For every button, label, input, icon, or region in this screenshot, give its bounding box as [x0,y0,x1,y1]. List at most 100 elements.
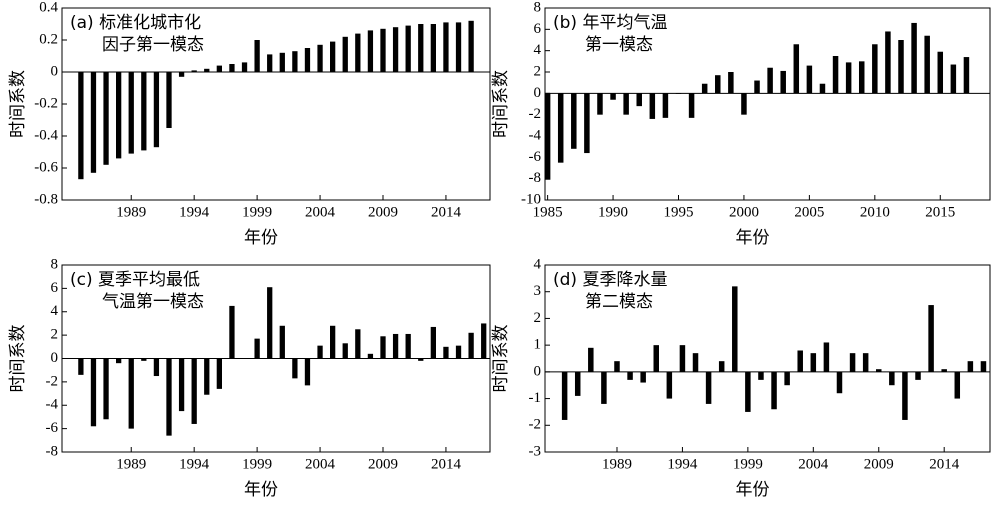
bar [849,353,856,372]
y-tick-label: -8 [46,443,59,459]
x-tick-label: 2004 [798,456,829,472]
bar [481,323,487,359]
bar [418,358,424,361]
bar [653,345,659,372]
x-tick-label: 1989 [602,456,632,472]
bar [885,31,891,94]
y-axis-label: 时间系数 [491,325,511,393]
y-tick-label: 0 [534,363,542,379]
bar [468,332,474,359]
bar [103,72,109,165]
bar [675,93,682,94]
y-tick-label: -8 [529,170,542,186]
bar [418,24,424,72]
bar [254,338,260,359]
bar [204,68,210,72]
bar [229,64,235,72]
bar [90,72,97,173]
y-tick-label: 0 [51,63,59,79]
bar [405,333,411,359]
bar [636,93,642,107]
y-tick-label: 4 [534,42,542,58]
y-tick-label: -2 [529,106,542,122]
bar [455,345,462,359]
bar [614,361,620,372]
bar [355,33,361,72]
x-axis-label: 年份 [736,480,770,500]
bar [967,361,974,372]
bar [178,72,185,77]
bar [889,371,895,386]
bar [745,371,751,412]
x-tick-label: 1994 [179,204,210,220]
bar [597,93,603,115]
bar [166,72,172,128]
bar [950,64,957,94]
bar [872,44,878,94]
bar [767,67,773,94]
bar [640,371,646,383]
bar [544,93,551,180]
bar [845,62,852,94]
bar [797,350,803,372]
x-tick-label: 1989 [116,456,146,472]
bar [574,371,581,396]
bar [116,72,122,159]
bar [823,342,830,372]
bar [732,286,738,372]
bar [317,44,323,72]
bar [443,22,449,72]
x-tick-label: 2014 [929,456,960,472]
bar [557,93,564,163]
bar [584,93,590,154]
bar [758,371,764,380]
bar [330,325,336,359]
bar [392,333,399,359]
bar [405,25,411,73]
bar [627,371,633,380]
bar [153,358,160,377]
bar [937,51,944,94]
bar [718,361,725,372]
bar [103,358,109,420]
bar [380,28,386,72]
bar [141,72,147,151]
bar [267,54,273,72]
x-tick-label: 2010 [860,204,890,220]
x-tick-label: 1994 [667,456,698,472]
bar [806,65,813,94]
bar [128,72,134,154]
y-axis-label: 时间系数 [491,70,511,138]
bar [292,358,298,379]
bar [876,369,882,372]
y-tick-label: 3 [534,283,542,299]
x-tick-label: 1999 [242,456,272,472]
panel-title: 第一模态 [585,35,653,55]
x-tick-label: 1994 [179,456,210,472]
x-tick-label: 2009 [368,204,398,220]
bar [430,24,436,72]
bar [679,345,686,372]
y-tick-label: -2 [46,373,59,389]
bar [267,287,273,359]
x-tick-label: 1999 [733,456,763,472]
bar [771,371,777,410]
bar [728,72,734,94]
bar [392,27,399,72]
bar [810,353,817,372]
bar [317,345,323,359]
plot-frame [544,264,991,453]
y-tick-label: 8 [51,256,59,272]
x-axis-label: 年份 [736,228,770,248]
y-tick-label: -0.6 [34,159,58,175]
bar [279,52,285,72]
bar [468,20,474,72]
bar [601,371,607,404]
y-tick-label: 0 [534,85,542,101]
bar [784,371,790,386]
y-tick-label: 8 [534,0,542,15]
bar [688,93,695,118]
y-tick-label: 0 [51,350,59,366]
bar [153,72,160,148]
bar [793,44,800,94]
